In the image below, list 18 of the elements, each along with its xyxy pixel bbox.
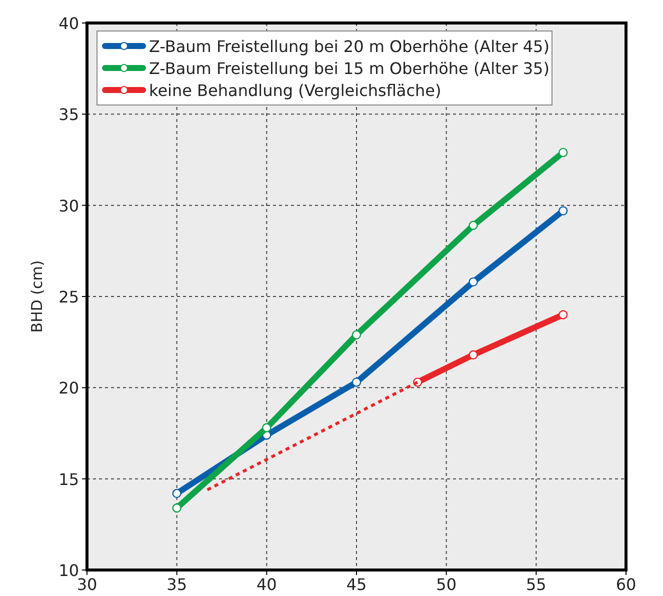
x-tick-label: 55	[526, 575, 546, 594]
y-axis-title: BHD (cm)	[28, 260, 46, 333]
y-tick-label: 20	[58, 378, 79, 398]
legend-label: Z-Baum Freistellung bei 15 m Oberhöhe (Alter 35)	[149, 59, 550, 78]
x-tick-label: 40	[256, 575, 277, 594]
legend-label: Z-Baum Freistellung bei 20 m Oberhöhe (Alter 45)	[149, 37, 550, 56]
x-tick-label: 50	[436, 575, 457, 594]
legend-label: keine Behandlung (Vergleichsfläche)	[149, 81, 442, 100]
y-tick-label: 15	[58, 470, 79, 489]
y-tick-label: 30	[58, 196, 79, 216]
y-tick-label: 40	[58, 14, 79, 33]
x-tick-label: 60	[616, 575, 636, 594]
x-tick-label: 30	[76, 575, 98, 594]
y-tick-label: 10	[58, 561, 79, 580]
y-tick-label: 35	[58, 105, 79, 124]
y-tick-label: 25	[58, 288, 79, 306]
x-tick-label: 35	[166, 575, 188, 594]
x-tick-label: 45	[346, 575, 367, 594]
